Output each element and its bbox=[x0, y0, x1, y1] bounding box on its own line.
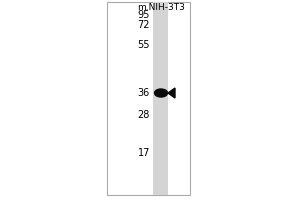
Text: 17: 17 bbox=[138, 148, 150, 158]
Text: m.NIH-3T3: m.NIH-3T3 bbox=[137, 3, 185, 12]
Text: 36: 36 bbox=[138, 88, 150, 98]
Text: 55: 55 bbox=[137, 40, 150, 50]
Polygon shape bbox=[168, 88, 175, 98]
Text: 28: 28 bbox=[138, 110, 150, 120]
Ellipse shape bbox=[154, 89, 167, 97]
Text: 72: 72 bbox=[137, 20, 150, 30]
FancyBboxPatch shape bbox=[153, 2, 168, 195]
Text: 95: 95 bbox=[138, 10, 150, 20]
FancyBboxPatch shape bbox=[107, 2, 190, 195]
